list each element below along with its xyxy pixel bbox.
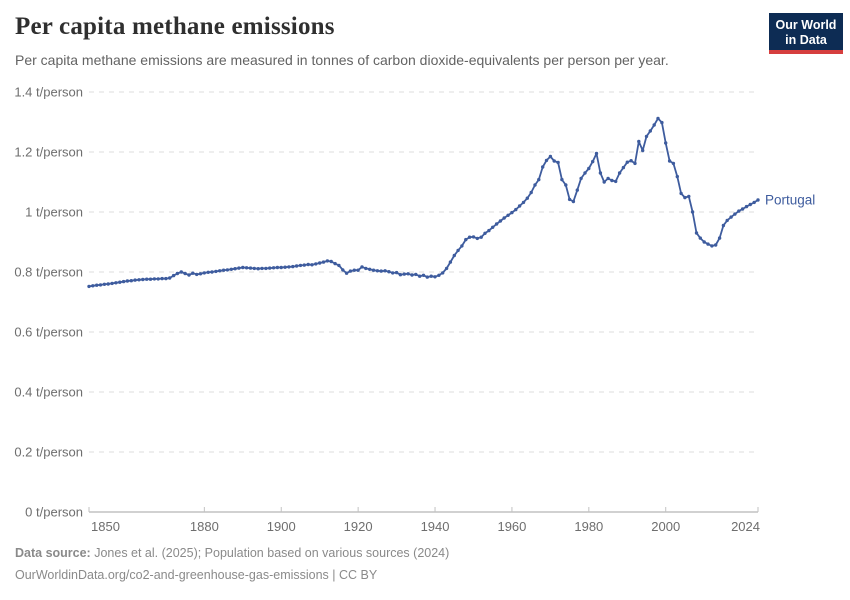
x-tick-label: 2000 (651, 519, 680, 534)
y-tick-label: 1.4 t/person (14, 85, 83, 100)
owid-logo-line1: Our World (775, 18, 837, 32)
owid-logo-red-bar (769, 50, 843, 54)
x-tick-label: 1940 (421, 519, 450, 534)
entity-label-portugal: Portugal (765, 193, 815, 208)
owid-logo[interactable]: Our World in Data (769, 13, 843, 54)
series-line-portugal (88, 117, 759, 288)
x-tick-label: 2024 (731, 519, 760, 534)
data-source-text: Jones et al. (2025); Population based on… (90, 546, 450, 560)
y-tick-label: 1 t/person (25, 205, 83, 220)
x-tick-label: 1980 (574, 519, 603, 534)
y-tick-label: 0 t/person (25, 505, 83, 520)
y-tick-label: 0.8 t/person (14, 265, 83, 280)
chart-title: Per capita methane emissions (15, 13, 335, 40)
chart-footer: Data source: Jones et al. (2025); Popula… (15, 542, 449, 586)
data-source-label: Data source: (15, 546, 91, 560)
y-tick-label: 1.2 t/person (14, 145, 83, 160)
y-tick-label: 0.4 t/person (14, 385, 83, 400)
x-tick-label: 1900 (267, 519, 296, 534)
y-tick-label: 0.2 t/person (14, 445, 83, 460)
x-tick-label: 1880 (190, 519, 219, 534)
footer-link[interactable]: OurWorldinData.org/co2-and-greenhouse-ga… (15, 568, 378, 582)
series-markers-portugal (87, 116, 760, 289)
owid-logo-line2: in Data (785, 33, 827, 47)
chart-subtitle: Per capita methane emissions are measure… (15, 52, 669, 68)
x-tick-label: 1850 (91, 519, 120, 534)
x-tick-label: 1960 (497, 519, 526, 534)
data-source-line: Data source: Jones et al. (2025); Popula… (15, 542, 449, 564)
y-tick-label: 0.6 t/person (14, 325, 83, 340)
x-tick-label: 1920 (344, 519, 373, 534)
